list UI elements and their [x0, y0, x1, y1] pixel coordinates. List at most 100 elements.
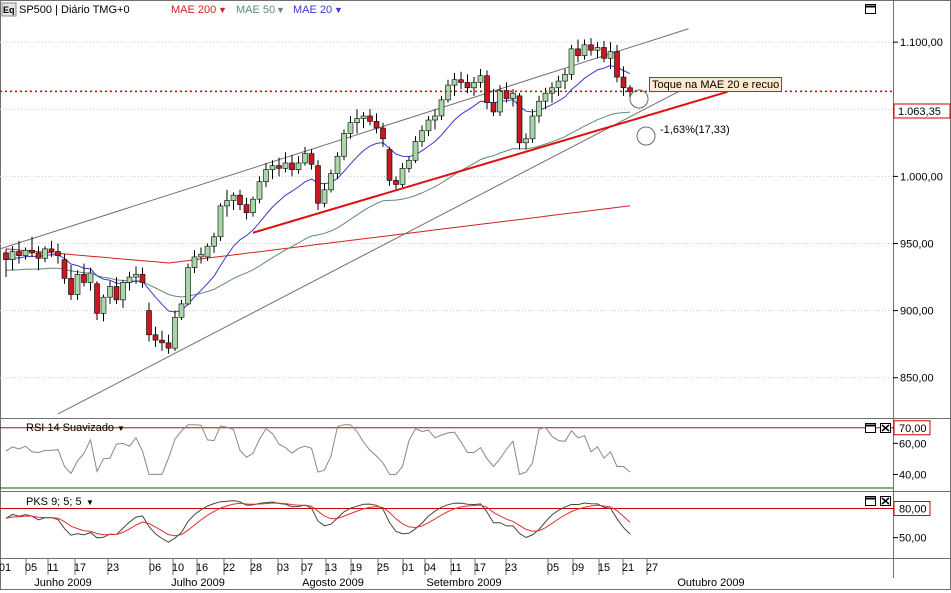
candle-body [503, 90, 510, 99]
candle-body [321, 189, 328, 204]
y-tick-label: 850,00 [900, 373, 934, 385]
candle-body [347, 122, 354, 134]
x-day-label: 15 [598, 562, 610, 574]
candle-body [152, 334, 159, 341]
mae50-dropdown-icon[interactable]: ▼ [276, 5, 285, 15]
candle-body [16, 251, 22, 256]
main-panel-maximize-icon[interactable] [865, 4, 876, 14]
rsi-dropdown-icon[interactable]: ▼ [117, 424, 125, 433]
x-day-label: 03 [277, 562, 289, 574]
x-day-label: 05 [547, 562, 559, 574]
candle-body [22, 249, 29, 256]
candle-body [581, 44, 588, 56]
candle-body [341, 133, 347, 157]
symbol-title: SP500 | Diário TMG+0 [19, 4, 130, 16]
legend-mae200[interactable]: MAE 200 [171, 4, 216, 16]
y-tick-label: 950,00 [900, 239, 934, 251]
y-tick-label: 1.100,00 [900, 37, 943, 49]
mae200-line [5, 205, 631, 264]
candle-body [588, 44, 594, 51]
rsi-70-box [893, 420, 931, 436]
candle-body [185, 267, 191, 305]
candle-body [230, 194, 237, 201]
candle-body [510, 92, 516, 99]
candle-body [282, 162, 289, 169]
eq-badge-box[interactable] [1, 2, 17, 17]
cursor-circle [636, 126, 656, 146]
candle-body [3, 252, 9, 260]
x-day-label: 13 [325, 562, 337, 574]
candle-body [35, 252, 42, 259]
x-day-label: 25 [377, 562, 389, 574]
x-day-label: 23 [505, 562, 517, 574]
candle-body [113, 286, 120, 301]
x-month-label: Setembro 2009 [426, 577, 501, 589]
candle-body [308, 153, 315, 165]
candle-body [393, 180, 399, 185]
x-day-label: 01 [0, 562, 11, 574]
candle-body [549, 87, 555, 94]
rsi-close-icon[interactable] [880, 423, 891, 433]
candle-body [217, 205, 224, 238]
x-day-label: 11 [47, 562, 58, 574]
candle-body [55, 251, 61, 256]
pks-close-icon[interactable] [880, 496, 891, 506]
legend-mae20[interactable]: MAE 20 [293, 4, 332, 16]
x-day-label: 04 [424, 562, 436, 574]
pks-tick-label: 80,00 [899, 504, 927, 516]
x-day-label: 17 [74, 562, 86, 574]
x-day-label: 21 [622, 562, 634, 574]
x-month-label: Outubro 2009 [677, 577, 744, 589]
candle-body [334, 155, 341, 175]
candle-body [9, 251, 16, 260]
x-day-label: 11 [450, 562, 461, 574]
candle-body [451, 79, 458, 86]
candle-body [133, 274, 139, 278]
candle-body [243, 204, 250, 213]
candle-body [406, 159, 412, 169]
rsi-line [5, 424, 631, 476]
candle-body [224, 200, 230, 207]
rsi-tick-label: 60,00 [899, 438, 927, 450]
rsi-maximize-icon[interactable] [865, 423, 876, 433]
x-day-label: 17 [474, 562, 486, 574]
candle-body [178, 303, 185, 318]
x-day-label: 19 [350, 562, 362, 574]
legend-mae50[interactable]: MAE 50 [236, 4, 275, 16]
candle-body [594, 47, 601, 51]
last-price-label: 1.063,35 [898, 106, 941, 118]
candle-body [367, 115, 373, 122]
candle-body [542, 92, 549, 102]
candle-body [107, 286, 113, 298]
candle-body [276, 165, 282, 169]
pks-title: PKS 9; 5; 5 [26, 496, 82, 508]
pks-maximize-icon[interactable] [865, 496, 876, 506]
candle-body [302, 153, 308, 164]
x-day-label: 28 [250, 562, 262, 574]
eq-badge[interactable]: Eq [3, 5, 15, 15]
mae200-dropdown-icon[interactable]: ▼ [218, 5, 227, 15]
candle-body [29, 249, 35, 254]
y-tick-label: 900,00 [900, 306, 934, 318]
candle-body [380, 127, 386, 140]
candle-body [198, 253, 204, 258]
candle-body [87, 272, 94, 283]
channel-lower-line [57, 86, 689, 415]
x-day-label: 06 [149, 562, 161, 574]
rsi-tick-label: 40,00 [899, 469, 927, 481]
x-month-label: Junho 2009 [34, 577, 92, 589]
mae20-dropdown-icon[interactable]: ▼ [334, 5, 343, 15]
x-day-label: 07 [301, 562, 313, 574]
candle-body [269, 165, 276, 170]
candle-body [523, 138, 529, 144]
candle-body [48, 248, 55, 252]
candle-body [575, 48, 581, 56]
candle-body [464, 82, 471, 89]
candle-body [373, 121, 380, 129]
pks-dropdown-icon[interactable]: ▼ [86, 498, 94, 507]
candle-body [94, 283, 100, 314]
x-day-label: 22 [223, 562, 235, 574]
candle-body [399, 168, 406, 185]
